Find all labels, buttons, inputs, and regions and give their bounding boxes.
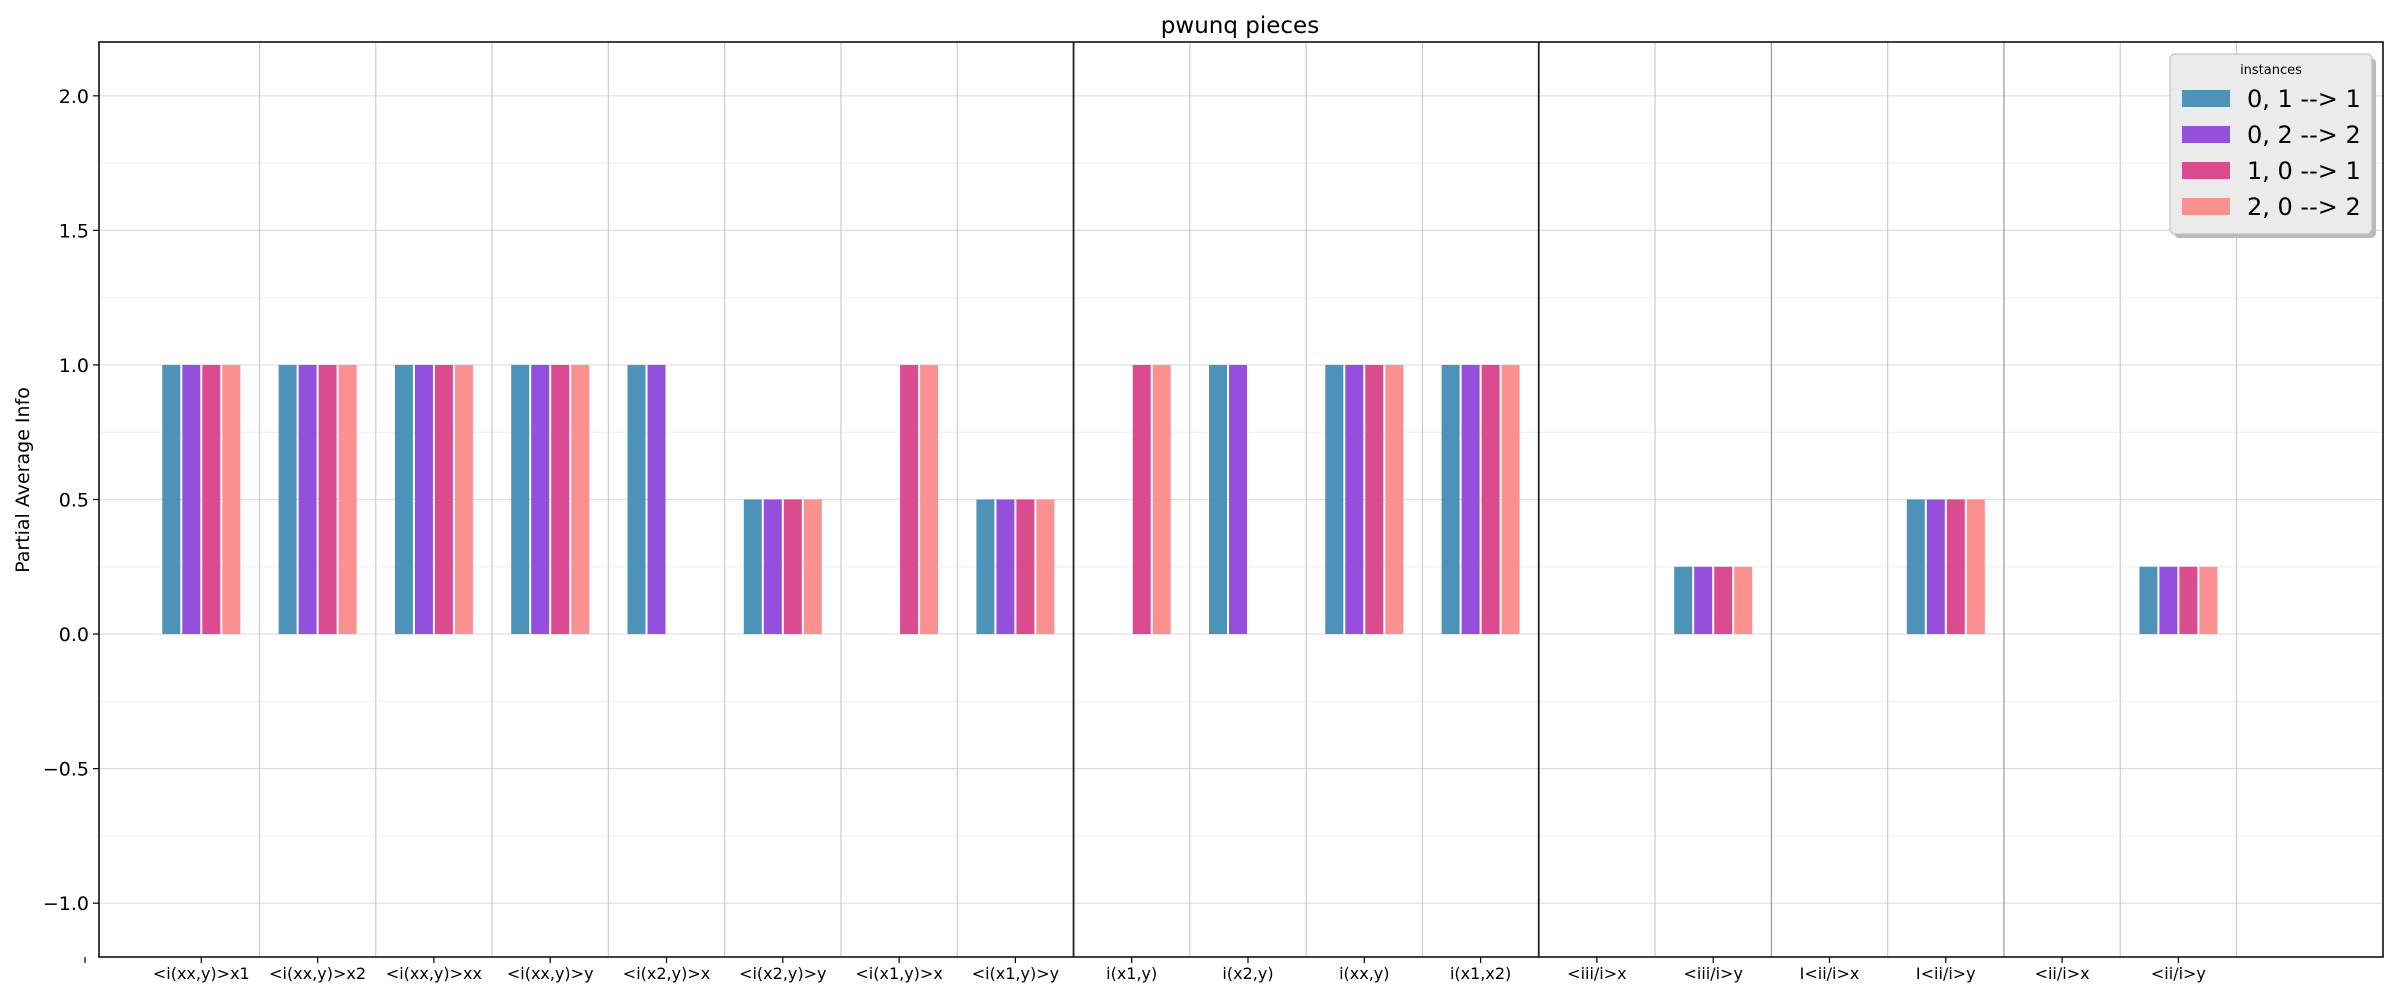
- bar: [900, 364, 919, 635]
- y-axis-label: Partial Average Info: [12, 387, 34, 573]
- x-tick-label: <ii/i>x: [2035, 964, 2090, 983]
- x-tick-label: <i(x1,y)>x: [855, 964, 942, 983]
- bar: [434, 364, 453, 635]
- bar: [162, 364, 181, 635]
- bar: [1966, 499, 1985, 635]
- bar: [1152, 364, 1171, 635]
- y-tick-label: 0.5: [59, 490, 89, 512]
- bar: [743, 499, 762, 635]
- legend-label: 0, 2 --> 2: [2247, 121, 2361, 149]
- x-tick-label: <i(x2,y)>y: [739, 964, 826, 983]
- x-tick-label: I<ii/i>x: [1800, 964, 1860, 983]
- x-tick-label: <i(x1,y)>y: [972, 964, 1059, 983]
- bar: [571, 364, 590, 635]
- x-tick-label: <i(xx,y)>xx: [386, 964, 482, 983]
- x-tick-label: <ii/i>y: [2151, 964, 2206, 983]
- y-tick-label: 2.0: [59, 86, 89, 108]
- bar: [202, 364, 221, 635]
- bar: [414, 364, 433, 635]
- y-tick-label: 1.0: [59, 355, 89, 377]
- bar: [920, 364, 939, 635]
- bar: [1209, 364, 1227, 635]
- bar: [1036, 499, 1055, 635]
- bar: [1229, 364, 1247, 635]
- x-tick-label: i(x2,y): [1222, 964, 1273, 983]
- bar: [182, 364, 201, 635]
- x-tick-label: <i(xx,y)>x1: [153, 964, 250, 983]
- bar: [976, 499, 995, 635]
- bar: [2179, 566, 2198, 635]
- bar: [318, 364, 337, 635]
- bar: [1906, 499, 1925, 635]
- bar: [1714, 566, 1733, 635]
- bar: [1461, 364, 1480, 635]
- x-axis-ticks: <i(xx,y)>x1 <i(xx,y)>x2 <i(xx,y)>xx <i(xx,y…: [84, 957, 2206, 983]
- bar: [1946, 499, 1965, 635]
- bar: [222, 364, 241, 635]
- bar: [783, 499, 802, 635]
- bar: [2199, 566, 2218, 635]
- bar: [1325, 364, 1344, 635]
- x-tick-label: i(x1,x2): [1450, 964, 1511, 983]
- y-tick-label: 0.0: [59, 624, 89, 646]
- bar: [511, 364, 530, 635]
- bar: [2159, 566, 2178, 635]
- legend-label: 2, 0 --> 2: [2247, 193, 2361, 221]
- bar: [1734, 566, 1753, 635]
- bars: [162, 364, 2218, 635]
- x-tick-label: I<ii/i>y: [1916, 964, 1976, 983]
- legend-swatch: [2182, 198, 2230, 215]
- y-tick-label: 1.5: [59, 220, 89, 242]
- legend-swatch: [2182, 126, 2230, 143]
- legend-label: 1, 0 --> 1: [2247, 157, 2361, 185]
- legend-swatch: [2182, 162, 2230, 179]
- chart-title: pwunq pieces: [1161, 13, 1319, 39]
- legend: instances 0, 1 --> 1 0, 2 --> 2 1, 0 --> 1 2…: [2169, 53, 2376, 238]
- x-tick-label: i(xx,y): [1339, 964, 1389, 983]
- bar: [1345, 364, 1364, 635]
- bar: [1926, 499, 1945, 635]
- bar: [627, 364, 646, 635]
- bar: [1385, 364, 1404, 635]
- bar: [531, 364, 550, 635]
- x-tick-label: i(x1,y): [1106, 964, 1157, 983]
- x-tick-label: <i(x2,y)>x: [623, 964, 710, 983]
- x-tick-label: <iii/i>x: [1567, 964, 1626, 983]
- bar: [1674, 566, 1693, 635]
- y-axis-ticks: −1.0 −0.5 0.0 0.5 1.0 1.5 2.0: [43, 86, 99, 915]
- legend-swatch: [2182, 90, 2230, 107]
- bar: [298, 364, 317, 635]
- bar: [551, 364, 570, 635]
- bar: [1132, 364, 1151, 635]
- legend-label: 0, 1 --> 1: [2247, 85, 2361, 113]
- bar: [454, 364, 473, 635]
- bar: [2139, 566, 2158, 635]
- y-tick-label: −0.5: [43, 759, 89, 781]
- bar: [278, 364, 297, 635]
- legend-title: instances: [2240, 63, 2302, 78]
- bar: [1501, 364, 1520, 635]
- x-tick-label: <iii/i>y: [1683, 964, 1742, 983]
- x-tick-label: <i(xx,y)>y: [507, 964, 594, 983]
- bar: [338, 364, 357, 635]
- bar: [996, 499, 1015, 635]
- bar: [647, 364, 666, 635]
- bar: [803, 499, 822, 635]
- bar: [1441, 364, 1460, 635]
- bar: [1481, 364, 1500, 635]
- bar: [1365, 364, 1384, 635]
- bar: [763, 499, 782, 635]
- bar: [1016, 499, 1035, 635]
- x-tick-label: <i(xx,y)>x2: [269, 964, 366, 983]
- y-tick-label: −1.0: [43, 893, 89, 915]
- bar: [1694, 566, 1713, 635]
- bar: [394, 364, 413, 635]
